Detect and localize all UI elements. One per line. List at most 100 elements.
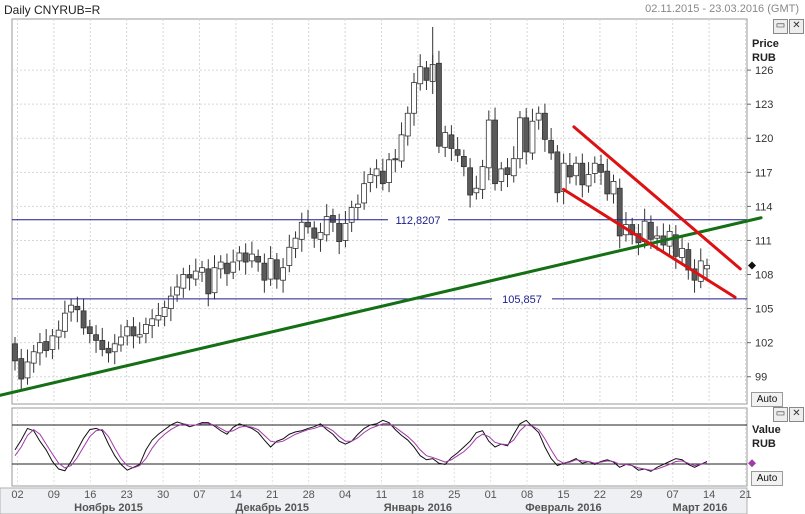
candle <box>373 159 380 189</box>
candle <box>261 253 268 293</box>
candle <box>386 153 392 193</box>
candle <box>186 264 193 291</box>
time-axis-bar <box>0 487 748 514</box>
candle-body <box>436 62 442 147</box>
y-tick-label: 114 <box>755 201 773 213</box>
x-tick-label: 22 <box>594 489 606 501</box>
month-label: Февраль 2016 <box>525 502 601 514</box>
candle-body <box>224 262 230 274</box>
candle <box>199 260 205 282</box>
candle-body <box>510 158 517 177</box>
candle <box>311 221 318 248</box>
candle <box>542 103 548 152</box>
candle <box>167 286 174 322</box>
candle-body <box>417 66 424 85</box>
candle-body <box>386 159 392 183</box>
candle-body <box>61 312 68 332</box>
candle <box>118 324 124 352</box>
candle <box>485 110 492 181</box>
level-label-bg <box>492 291 552 306</box>
candle <box>548 128 555 160</box>
candle <box>211 255 218 300</box>
main-plot-area <box>11 18 748 405</box>
candle <box>566 153 573 184</box>
candle <box>292 231 299 259</box>
candle-body <box>93 334 99 341</box>
candle-body <box>124 326 131 337</box>
candle-body <box>492 119 498 185</box>
candle-body <box>305 221 311 228</box>
candle-body <box>485 119 492 169</box>
candle-body <box>473 187 480 194</box>
candle <box>267 246 274 286</box>
candle-body <box>49 335 56 350</box>
candle <box>236 246 243 271</box>
candle-body <box>573 162 579 177</box>
candle-body <box>99 340 106 350</box>
window-menu-icon[interactable]: ▭ <box>773 19 788 34</box>
candle-body <box>467 167 473 196</box>
candle-body <box>18 358 25 380</box>
candle <box>99 327 106 357</box>
candle <box>398 122 405 168</box>
candle-body <box>398 134 405 162</box>
osc-axis-unit: RUB <box>752 438 776 450</box>
y-tick-label: 99 <box>755 372 767 384</box>
trendline-channel-lower <box>562 187 737 299</box>
level-label: 105,857 <box>502 294 542 306</box>
osc-auto-scale-button[interactable]: Auto <box>751 471 783 486</box>
osc-close-icon[interactable]: ✕ <box>789 407 804 422</box>
candle-body <box>342 223 349 241</box>
candle <box>342 210 349 248</box>
candle <box>560 153 567 205</box>
month-label: Ноябрь 2015 <box>74 502 143 514</box>
osc-window-menu-icon[interactable]: ▭ <box>773 407 788 422</box>
candle <box>12 336 18 371</box>
price-axis-title: Price <box>752 38 779 50</box>
candle-body <box>442 132 449 148</box>
x-tick-label: 15 <box>557 489 569 501</box>
candle-body <box>504 167 511 175</box>
candle-body <box>379 170 386 185</box>
y-tick-label: 105 <box>755 304 773 316</box>
candle-body <box>111 343 118 353</box>
candle <box>105 341 112 363</box>
x-tick-label: 01 <box>485 489 497 501</box>
candle <box>529 108 536 160</box>
candle <box>523 108 530 165</box>
candle-body <box>560 162 567 193</box>
candle-body <box>529 120 536 154</box>
candle <box>30 344 37 373</box>
candle-body <box>249 253 255 262</box>
candle <box>579 153 586 198</box>
chart-title: Daily CNYRUB=R <box>4 3 101 17</box>
candle <box>685 242 692 280</box>
candle-body <box>392 158 399 161</box>
candle <box>317 222 324 252</box>
candle-body <box>242 252 249 263</box>
y-tick-label: 120 <box>755 133 773 145</box>
candle <box>323 204 330 242</box>
close-icon[interactable]: ✕ <box>789 19 804 34</box>
candle <box>224 253 230 286</box>
x-tick-label: 07 <box>667 489 679 501</box>
auto-scale-button[interactable]: Auto <box>751 392 783 407</box>
candle-body <box>323 216 330 236</box>
month-label: Январь 2016 <box>384 502 452 514</box>
candle-body <box>30 351 37 364</box>
candle-body <box>604 170 611 195</box>
candle <box>43 329 50 358</box>
candle-body <box>704 265 710 270</box>
candle-body <box>186 274 193 279</box>
candle-body <box>174 286 180 296</box>
candle-body <box>579 162 586 186</box>
candle-body <box>317 232 324 240</box>
candle <box>174 274 180 302</box>
month-label: Декабрь 2015 <box>236 502 310 514</box>
candle-body <box>211 267 218 294</box>
candle-body <box>591 162 598 174</box>
x-tick-label: 21 <box>739 489 751 501</box>
candle <box>161 300 168 327</box>
candle <box>604 158 611 201</box>
